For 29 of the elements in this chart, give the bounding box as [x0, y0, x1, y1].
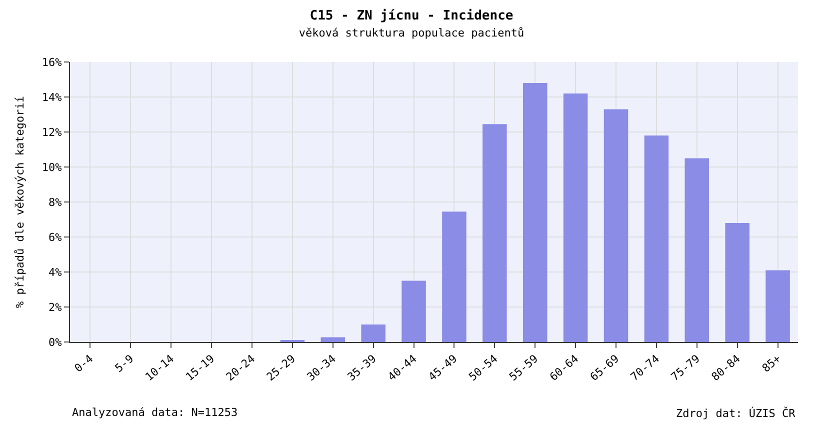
chart-subtitle: věková struktura populace pacientů: [298, 26, 524, 40]
bar: [442, 212, 466, 342]
bar: [320, 337, 346, 342]
y-axis-title: % případů dle věkových kategorií: [14, 96, 27, 308]
bar: [644, 136, 669, 342]
y-tick-label: 8%: [48, 196, 62, 209]
text: Analyzovaná data: N=11253: [72, 406, 238, 419]
y-tick-label: 16%: [42, 56, 62, 69]
text: Zdroj dat: ÚZIS ČR: [676, 406, 796, 420]
bar: [604, 109, 628, 342]
y-tick-label: 0%: [48, 336, 62, 349]
y-tick-label: 12%: [42, 126, 62, 139]
x-tick-label: 5-9: [112, 352, 136, 375]
bar: [766, 270, 790, 342]
bar: [361, 324, 386, 342]
bar: [402, 280, 426, 342]
chart-title: C15 - ZN jícnu - Incidence: [310, 8, 514, 24]
bar: [725, 223, 750, 342]
bar: [522, 83, 548, 342]
x-tick-label: 85+: [760, 352, 784, 375]
bar: [482, 124, 507, 342]
y-tick-label: 14%: [42, 90, 62, 104]
y-tick-label: 10%: [42, 160, 62, 174]
bar: [563, 94, 588, 342]
y-tick-label: 2%: [48, 300, 62, 314]
y-tick-label: 4%: [48, 266, 62, 279]
bar: [684, 158, 710, 342]
x-tick-label: 0-4: [72, 352, 96, 375]
y-tick-label: 6%: [48, 230, 62, 244]
